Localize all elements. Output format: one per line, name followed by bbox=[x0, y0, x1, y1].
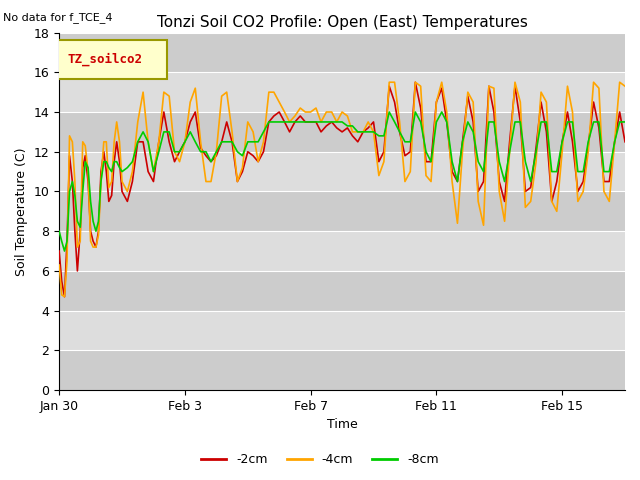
-4cm bbox=[55, 262, 63, 268]
Line: -4cm: -4cm bbox=[59, 82, 625, 297]
Bar bbox=[59, 311, 625, 350]
X-axis label: Time: Time bbox=[326, 419, 358, 432]
-4cm bbox=[385, 79, 393, 85]
-4cm bbox=[589, 79, 597, 85]
Y-axis label: Soil Temperature (C): Soil Temperature (C) bbox=[15, 147, 28, 276]
-2cm bbox=[265, 119, 273, 125]
-2cm bbox=[55, 248, 63, 254]
Bar bbox=[59, 231, 625, 271]
Line: -8cm: -8cm bbox=[59, 112, 625, 251]
Bar bbox=[59, 192, 625, 231]
-4cm bbox=[144, 139, 152, 144]
-2cm bbox=[391, 99, 399, 105]
Title: Tonzi Soil CO2 Profile: Open (East) Temperatures: Tonzi Soil CO2 Profile: Open (East) Temp… bbox=[157, 15, 527, 30]
Bar bbox=[59, 112, 625, 152]
-8cm bbox=[265, 119, 273, 125]
-4cm bbox=[621, 84, 629, 89]
-8cm bbox=[385, 109, 393, 115]
Bar bbox=[59, 350, 625, 390]
-8cm bbox=[589, 119, 597, 125]
-4cm bbox=[428, 179, 435, 184]
-4cm bbox=[396, 119, 403, 125]
-8cm bbox=[89, 218, 97, 224]
Line: -2cm: -2cm bbox=[59, 82, 625, 297]
Text: No data for f_TCE_4: No data for f_TCE_4 bbox=[3, 12, 113, 23]
-4cm bbox=[89, 244, 97, 250]
Bar bbox=[59, 33, 625, 72]
-2cm bbox=[412, 79, 419, 85]
-2cm bbox=[144, 169, 152, 175]
-2cm bbox=[61, 294, 68, 300]
FancyBboxPatch shape bbox=[56, 40, 166, 79]
-8cm bbox=[61, 248, 68, 254]
-2cm bbox=[589, 99, 597, 105]
-2cm bbox=[621, 139, 629, 144]
Text: TZ_soilco2: TZ_soilco2 bbox=[68, 53, 143, 66]
Bar bbox=[59, 152, 625, 192]
-8cm bbox=[428, 159, 435, 165]
-2cm bbox=[89, 238, 97, 244]
-8cm bbox=[144, 139, 152, 144]
-4cm bbox=[265, 89, 273, 95]
-8cm bbox=[396, 129, 403, 135]
-8cm bbox=[621, 119, 629, 125]
Bar bbox=[59, 271, 625, 311]
-4cm bbox=[61, 294, 68, 300]
Legend: -2cm, -4cm, -8cm: -2cm, -4cm, -8cm bbox=[196, 448, 444, 471]
Bar bbox=[59, 72, 625, 112]
-8cm bbox=[55, 228, 63, 234]
-2cm bbox=[428, 159, 435, 165]
